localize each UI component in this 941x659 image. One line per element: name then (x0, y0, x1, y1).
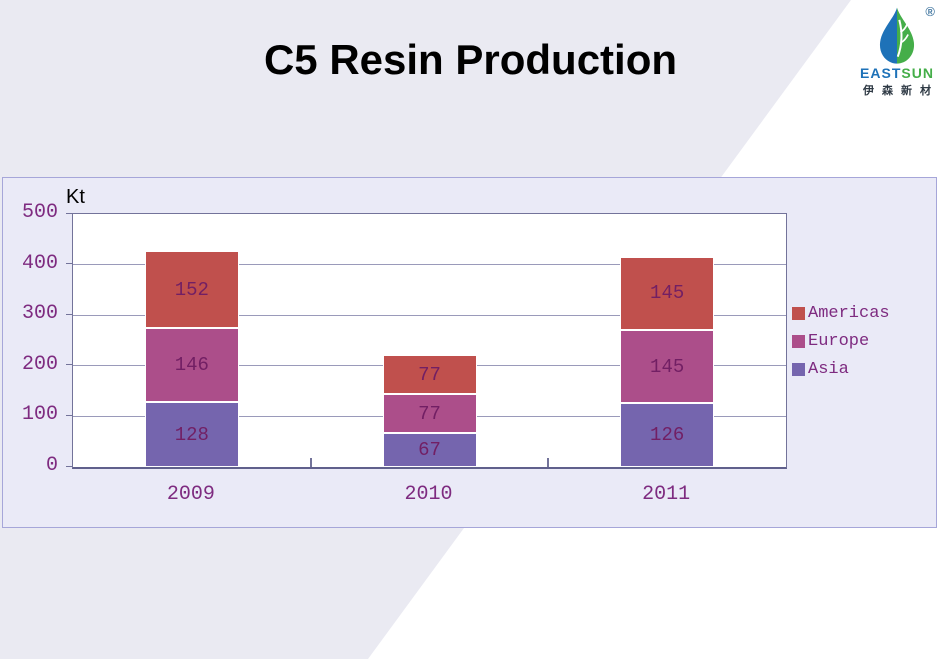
legend-swatch (792, 362, 805, 376)
legend-label: Europe (808, 331, 870, 351)
bar-segment-2009-americas: 152 (144, 251, 239, 329)
bar-segment-2010-asia: 67 (382, 433, 477, 467)
bar-value-label: 126 (650, 424, 685, 447)
bar-value-label: 145 (650, 355, 685, 378)
bar-value-label: 146 (174, 354, 209, 377)
brand-chinese-name: 伊森新材 (863, 85, 939, 97)
legend-item-americas: Americas (792, 303, 890, 323)
bar-value-label: 152 (174, 278, 209, 301)
legend-swatch (792, 306, 805, 320)
legend-swatch (792, 334, 805, 348)
y-axis-tick-mark (66, 364, 72, 366)
bar-segment-2009-europe: 146 (144, 328, 239, 403)
bar-value-label: 77 (418, 402, 441, 425)
bar-segment-2010-americas: 77 (382, 355, 477, 395)
y-axis-tick-mark (66, 263, 72, 265)
gridline-300 (73, 314, 786, 316)
x-axis-labels: 2009 2010 2011 (0, 483, 941, 507)
x-axis-category-label: 2011 (642, 483, 691, 506)
bar-value-label: 145 (650, 282, 685, 305)
x-axis-category-label: 2009 (166, 483, 215, 506)
x-axis-category-label: 2010 (404, 483, 453, 506)
y-axis-tick-mark (66, 465, 72, 467)
plot-area: 128 146 152 67 77 77 126 145 145 (72, 213, 787, 469)
legend-label: Asia (808, 359, 849, 379)
water-drop-leaf-icon (880, 7, 914, 64)
bar-value-label: 67 (418, 439, 441, 462)
company-logo: ® EASTSUN 伊森新材 (855, 4, 939, 98)
y-axis-tick-label: 300 (21, 302, 58, 326)
y-axis-tick-label: 100 (21, 403, 58, 427)
brand-east: EAST (860, 65, 902, 81)
y-axis-tick-mark (66, 313, 72, 315)
bar-value-label: 77 (418, 363, 441, 386)
brand-name: EASTSUN (855, 66, 939, 80)
y-axis-tick-label: 0 (45, 454, 58, 477)
x-axis-tick-mark (309, 458, 312, 467)
bar-segment-2011-americas: 145 (620, 256, 715, 330)
y-axis-tick-mark (66, 212, 72, 214)
x-axis-tick-mark (547, 458, 550, 467)
legend-item-europe: Europe (792, 331, 890, 351)
bar-value-label: 128 (174, 423, 209, 446)
y-axis-tick-label: 200 (21, 352, 58, 376)
y-axis-labels: 0 100 200 300 400 500 (0, 202, 58, 477)
bar-segment-2009-asia: 128 (144, 402, 239, 467)
gridline-400 (73, 264, 786, 266)
bar-segment-2010-europe: 77 (382, 394, 477, 434)
registered-trademark-icon: ® (925, 4, 935, 19)
y-axis-tick-label: 500 (21, 201, 58, 224)
axis-unit-label: Kt (66, 186, 85, 208)
legend-label: Americas (808, 303, 890, 323)
y-axis-tick-label: 400 (21, 251, 58, 275)
brand-sun: SUN (901, 65, 934, 81)
slide-title: C5 Resin Production (263, 36, 678, 83)
bar-segment-2011-asia: 126 (620, 403, 715, 467)
chart-legend: Americas Europe Asia (792, 303, 890, 387)
bar-segment-2011-europe: 145 (620, 329, 715, 404)
y-axis-tick-mark (66, 414, 72, 416)
legend-item-asia: Asia (792, 359, 890, 379)
y-axis-tick-marks (66, 212, 72, 467)
